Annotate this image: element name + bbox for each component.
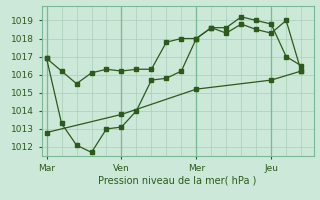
X-axis label: Pression niveau de la mer( hPa ): Pression niveau de la mer( hPa ) [99,175,257,185]
